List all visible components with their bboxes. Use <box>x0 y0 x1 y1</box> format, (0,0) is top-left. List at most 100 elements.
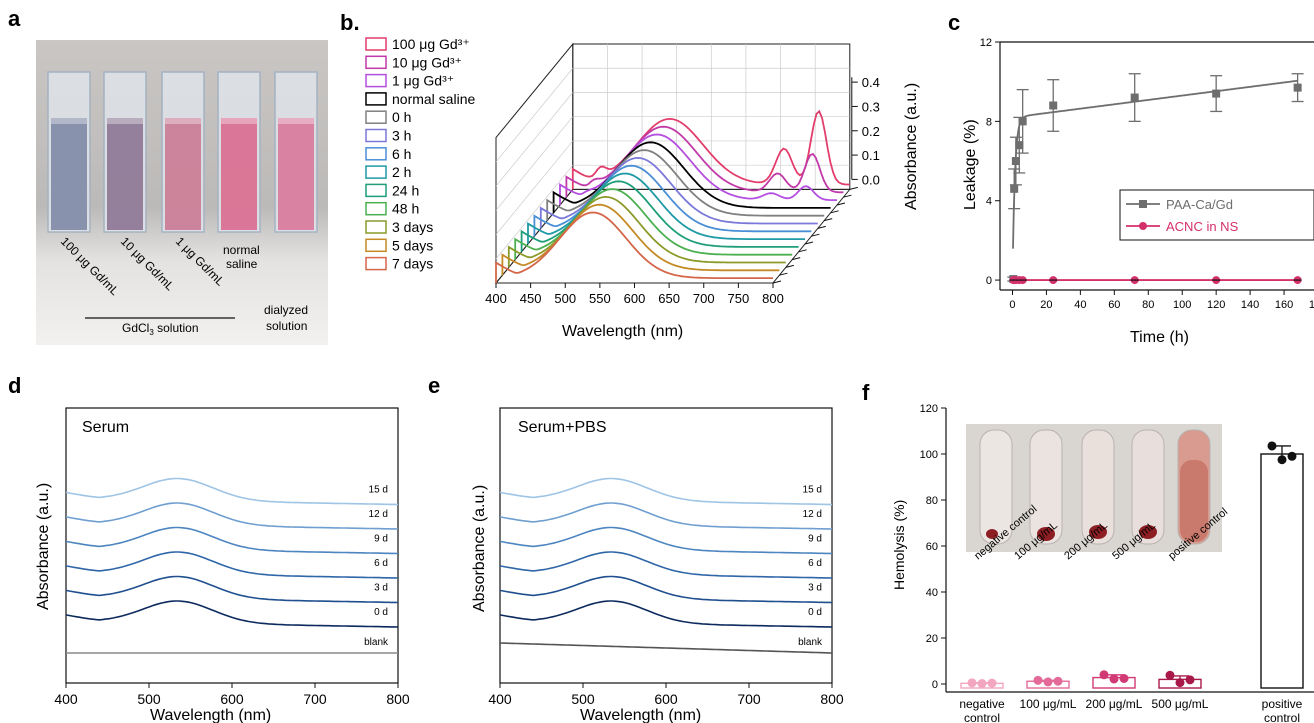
panel-label-a: a <box>8 6 21 31</box>
b-depth-tick <box>824 218 833 222</box>
series-line-9 <box>514 188 793 260</box>
panel-label-c: c <box>948 10 960 35</box>
vial-meniscus <box>221 118 257 124</box>
trace-label: 3 d <box>808 583 822 594</box>
series-line-5 <box>539 156 818 229</box>
b-depth-tick <box>804 241 814 245</box>
legend-swatch <box>365 128 387 143</box>
f-y-tick-label: 100 <box>920 449 938 461</box>
b-y-tick-label: 0.1 <box>862 148 880 163</box>
f-data-point <box>1267 441 1277 451</box>
legend-label: 2 h <box>392 164 411 180</box>
panel-label-f: f <box>862 380 870 405</box>
c-x-tick-label: 160 <box>1275 299 1293 311</box>
series-line-12 <box>495 211 773 283</box>
b-x-axis-title: Wavelength (nm) <box>562 323 683 340</box>
f-y-tick-label: 0 <box>932 679 938 691</box>
f-category-label: positive <box>1262 697 1303 711</box>
plot-frame <box>499 407 833 684</box>
legend-label: 3 h <box>392 128 411 144</box>
b-x-tick-label: 650 <box>658 291 680 306</box>
c-legend-marker <box>1139 222 1147 230</box>
f-data-point <box>1043 677 1053 687</box>
f-data-point <box>987 678 997 688</box>
f-data-point <box>1109 674 1119 684</box>
panel-label-d: d <box>8 373 21 398</box>
trace-5 <box>499 502 833 530</box>
serum-pbs-chart: 400 500 600 700 800 blank 0 d 3 d 6 d 9 d 12 d 15 d <box>488 407 844 707</box>
series-line-6 <box>533 164 812 237</box>
f-y-tick-label: 40 <box>926 587 938 599</box>
f-category-label: 500 μg/mL <box>1152 697 1209 711</box>
trace-label: 9 d <box>808 534 822 545</box>
f-category-label: 100 μg/mL <box>1020 697 1077 711</box>
lysed-blood <box>1180 460 1208 542</box>
panel-label-e: e <box>428 373 440 398</box>
f-category-label: 200 μg/mL <box>1086 697 1143 711</box>
trace-2 <box>499 575 833 604</box>
trace-4 <box>499 526 833 555</box>
c-point-square <box>1011 157 1020 166</box>
legend-swatch <box>365 165 387 179</box>
c-point-square <box>1010 184 1019 193</box>
b-y-tick-label: 0.0 <box>862 172 880 187</box>
b-depth-tick <box>817 225 826 229</box>
legend-swatch <box>365 220 387 234</box>
trace-label: 12 d <box>369 509 388 520</box>
e-title: Serum+PBS <box>518 419 606 436</box>
legend-swatch <box>365 183 387 198</box>
c-point-square <box>1212 89 1221 98</box>
waterfall-chart: 400 450 500 550 600 650 700 750 800 0.0 0.1 0.2 0.3 0… <box>485 42 880 306</box>
legend-swatch <box>365 238 387 253</box>
legend-label: 24 h <box>392 182 419 198</box>
series-line-1 <box>565 125 844 198</box>
legend-swatch <box>365 37 387 51</box>
f-y-tick-label: 20 <box>926 633 938 645</box>
x-tick-label: 500 <box>137 691 161 707</box>
c-x-tick-label: 60 <box>1108 299 1120 311</box>
trace-label: 0 d <box>808 607 822 618</box>
trace-label: 0 d <box>374 607 388 618</box>
b-x-tick-label: 750 <box>728 291 750 306</box>
c-x-tick-label: 0 <box>1009 299 1015 311</box>
legend-label: 3 days <box>392 219 433 235</box>
vial-label-normal: normal <box>223 243 260 257</box>
c-x-tick-label: 40 <box>1074 299 1086 311</box>
legend-label: 48 h <box>392 201 419 217</box>
panel-label-b: b. <box>340 10 360 35</box>
tube <box>1081 429 1115 545</box>
legend-label: 0 h <box>392 109 411 125</box>
vial-meniscus <box>278 118 314 124</box>
trace-1 <box>499 600 833 628</box>
c-y-tick-label: 12 <box>980 37 992 49</box>
x-tick-label: 800 <box>386 691 410 707</box>
b-depth-tick <box>849 186 858 190</box>
vial-label-saline: saline <box>226 257 258 271</box>
floor <box>494 188 851 284</box>
legend-label: 10 μg Gd³⁺ <box>392 54 462 70</box>
series-line-2 <box>559 133 837 205</box>
c-point-square <box>1049 101 1058 110</box>
e-y-axis-title: Absorbance (a.u.) <box>471 485 488 612</box>
c-legend-label: ACNC in NS <box>1166 219 1239 234</box>
legend-swatch <box>365 110 387 124</box>
d-x-axis-title: Wavelength (nm) <box>150 707 271 723</box>
trace-3 <box>499 551 833 579</box>
f-data-point <box>1175 678 1185 688</box>
b-y-axis-title: Absorbance (a.u.) <box>903 83 920 210</box>
trace-label: 9 d <box>374 534 388 545</box>
legend-swatch <box>365 55 387 70</box>
legend-label: 6 h <box>392 146 411 162</box>
trace-label: 15 d <box>803 485 822 496</box>
rbc-pellet <box>1037 527 1055 541</box>
c-legend-box <box>1119 189 1314 241</box>
plot-frame <box>65 407 399 684</box>
series-line-10 <box>507 195 786 268</box>
vial-meniscus <box>51 118 87 124</box>
tube <box>1029 429 1063 545</box>
trace-2 <box>65 575 399 604</box>
series-line-3 <box>552 141 831 213</box>
trace-6 <box>65 477 399 506</box>
vial-liquid <box>107 118 143 230</box>
legend-swatch <box>365 73 387 88</box>
